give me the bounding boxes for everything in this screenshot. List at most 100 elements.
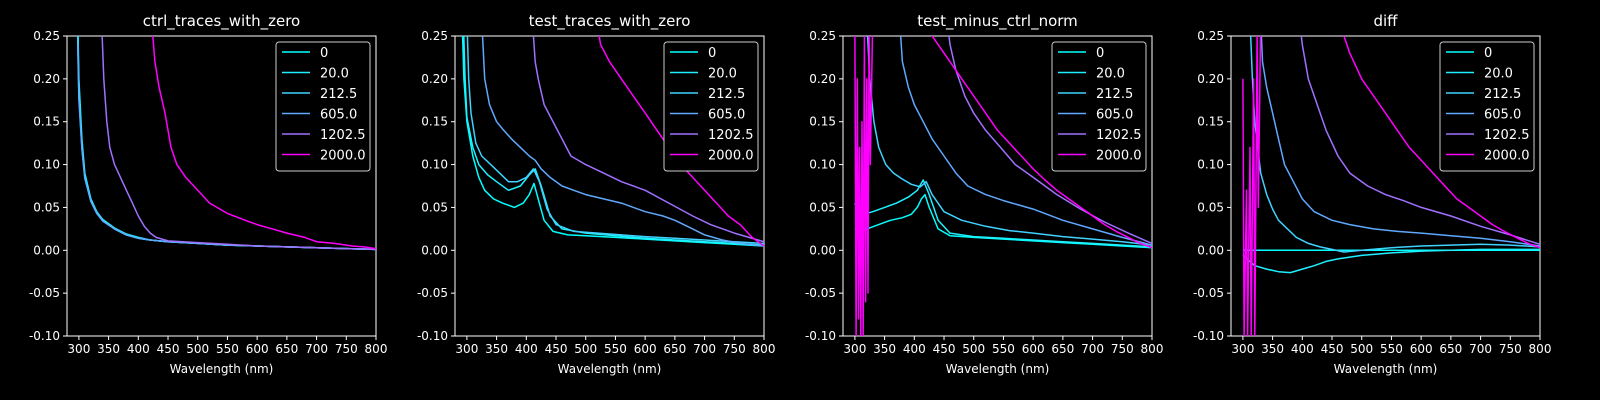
x-tick-label: 400	[903, 342, 926, 356]
legend-entry: 1202.5	[1096, 128, 1142, 143]
legend-entry: 0	[1096, 46, 1104, 61]
y-tick-label: 0.15	[421, 115, 448, 129]
chart-title: test_traces_with_zero	[529, 12, 691, 31]
y-tick-label: 0.10	[33, 158, 60, 172]
series-line-3	[481, 36, 764, 247]
legend-entry: 20.0	[708, 67, 737, 82]
y-tick-label: 0.25	[1197, 29, 1224, 43]
x-tick-label: 750	[335, 342, 358, 356]
series-line-1	[1242, 248, 1540, 274]
legend: 0 20.0 212.5 605.0 1202.5 2000.0	[663, 41, 759, 172]
series-group	[1242, 36, 1540, 336]
x-tick-label: 700	[1081, 342, 1104, 356]
legend-entry: 0	[1484, 46, 1492, 61]
y-tick-label: 0.10	[809, 158, 836, 172]
y-tick-label: 0.15	[1197, 115, 1224, 129]
x-tick-label: 500	[574, 342, 597, 356]
y-tick-label: -0.10	[417, 329, 448, 343]
series-line-5	[1242, 36, 1540, 336]
x-tick-label: 500	[1350, 342, 1373, 356]
y-tick-label: -0.05	[1193, 286, 1224, 300]
series-line-1	[854, 179, 1152, 248]
legend: 0 20.0 212.5 605.0 1202.5 2000.0	[1439, 41, 1535, 172]
y-tick-label: 0.20	[809, 72, 836, 86]
chart-panel-3: diff 300 350 400 450 500 550 600 650 700 750 800 -0.…	[1193, 12, 1552, 376]
x-tick-label: 450	[545, 342, 568, 356]
x-tick-label: 550	[992, 342, 1015, 356]
legend-entry: 1202.5	[708, 128, 754, 143]
x-tick-label: 350	[485, 342, 508, 356]
x-tick-label: 750	[1111, 342, 1134, 356]
x-tick-label: 350	[97, 342, 120, 356]
x-tick-label: 300	[455, 342, 478, 356]
chart-panel-2: test_minus_ctrl_norm 300 350 400 450 500 550 60…	[805, 12, 1164, 376]
legend-box	[275, 41, 371, 172]
y-tick-label: 0.25	[33, 29, 60, 43]
x-tick-label: 550	[604, 342, 627, 356]
y-tick-label: 0.00	[809, 243, 836, 257]
x-tick-label: 300	[1231, 342, 1254, 356]
y-tick-label: 0.10	[421, 158, 448, 172]
x-axis-label: Wavelength (nm)	[946, 362, 1050, 376]
x-tick-label: 650	[1051, 342, 1074, 356]
x-axis-label: Wavelength (nm)	[558, 362, 662, 376]
series-group	[461, 36, 764, 247]
y-tick-label: -0.10	[29, 329, 60, 343]
y-tick-label: 0.05	[1197, 200, 1224, 214]
x-tick-label: 500	[186, 342, 209, 356]
legend-entry: 2000.0	[1484, 149, 1530, 164]
legend-box	[663, 41, 759, 172]
y-tick-label: -0.10	[805, 329, 836, 343]
x-tick-label: 750	[1499, 342, 1522, 356]
x-tick-label: 650	[275, 342, 298, 356]
series-line-0	[854, 193, 1152, 249]
chart-panel-1: test_traces_with_zero 300 350 400 450 500 550 6…	[417, 12, 776, 376]
series-line-3	[899, 36, 1152, 246]
x-tick-label: 400	[127, 342, 150, 356]
legend-entry: 212.5	[708, 87, 745, 102]
x-tick-label: 800	[753, 342, 776, 356]
x-tick-label: 550	[216, 342, 239, 356]
legend-entry: 605.0	[320, 108, 357, 123]
series-line-4	[948, 36, 1152, 245]
x-tick-label: 600	[1022, 342, 1045, 356]
series-line-4	[532, 36, 764, 243]
chart-title: ctrl_traces_with_zero	[143, 12, 300, 31]
series-line-0	[461, 36, 764, 247]
legend-box	[1051, 41, 1147, 172]
y-tick-label: 0.00	[421, 243, 448, 257]
y-tick-label: 0.20	[421, 72, 448, 86]
x-tick-label: 350	[873, 342, 896, 356]
series-line-3	[1260, 36, 1540, 247]
series-line-4	[101, 36, 376, 251]
x-tick-label: 650	[1439, 342, 1462, 356]
series-line-5	[152, 36, 376, 250]
x-tick-label: 300	[67, 342, 90, 356]
legend: 0 20.0 212.5 605.0 1202.5 2000.0	[1051, 41, 1147, 172]
legend-entry: 2000.0	[1096, 149, 1142, 164]
x-tick-label: 400	[515, 342, 538, 356]
y-tick-label: 0.05	[421, 200, 448, 214]
x-tick-label: 550	[1380, 342, 1403, 356]
legend-entry: 2000.0	[708, 149, 754, 164]
x-tick-label: 300	[843, 342, 866, 356]
legend-entry: 212.5	[1096, 87, 1133, 102]
x-tick-label: 800	[365, 342, 388, 356]
series-line-1	[463, 36, 764, 246]
x-tick-label: 500	[962, 342, 985, 356]
x-tick-label: 700	[693, 342, 716, 356]
y-tick-label: 0.05	[809, 200, 836, 214]
series-line-2	[466, 36, 764, 245]
y-tick-label: 0.25	[809, 29, 836, 43]
x-tick-label: 600	[246, 342, 269, 356]
legend-entry: 0	[320, 46, 328, 61]
x-tick-label: 350	[1261, 342, 1284, 356]
x-axis-label: Wavelength (nm)	[1334, 362, 1438, 376]
y-tick-label: 0.05	[33, 200, 60, 214]
y-tick-label: 0.20	[1197, 72, 1224, 86]
y-tick-label: 0.15	[33, 115, 60, 129]
series-line-4	[1300, 36, 1540, 246]
legend: 0 20.0 212.5 605.0 1202.5 2000.0	[275, 41, 371, 172]
legend-entry: 212.5	[320, 87, 357, 102]
